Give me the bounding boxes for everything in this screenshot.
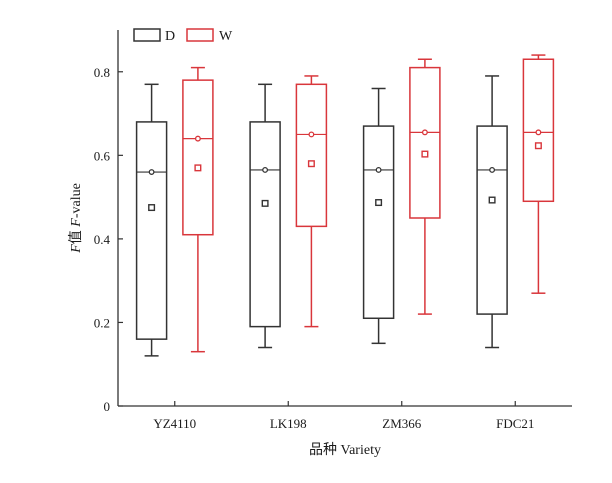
y-tick-label: 0	[104, 399, 111, 414]
box-rect	[295, 83, 328, 228]
mean-marker	[488, 196, 496, 204]
box-rect	[409, 66, 441, 219]
median-marker	[421, 129, 428, 136]
box-rect	[182, 79, 214, 236]
box-rect	[249, 121, 281, 328]
mean-marker	[307, 160, 315, 168]
axes	[117, 30, 572, 407]
x-ticks: YZ4110 LK198 ZM366 FDC21	[153, 401, 534, 431]
median-marker	[308, 131, 315, 138]
median-marker	[535, 129, 542, 136]
mean-marker	[261, 199, 269, 207]
box-rect	[135, 121, 168, 340]
x-tick-label: ZM366	[382, 416, 422, 431]
y-tick-label: 0.2	[94, 315, 110, 330]
legend-swatch-w	[186, 28, 214, 42]
median-marker	[262, 167, 269, 173]
box-d	[476, 75, 508, 349]
box-d	[362, 87, 395, 345]
y-axis-label-italic: F	[69, 244, 84, 254]
box-w	[522, 54, 555, 294]
plot-area	[135, 54, 555, 357]
legend-swatch-d	[133, 28, 161, 42]
median-marker	[375, 167, 382, 173]
y-axis-label-rest: -value	[69, 183, 84, 218]
legend: D W	[133, 28, 233, 44]
median-marker	[194, 135, 201, 142]
y-axis-label: F值 F-value	[68, 183, 84, 254]
box-rect	[362, 125, 395, 320]
box-rect	[522, 58, 555, 203]
mean-marker	[148, 204, 156, 212]
legend-label-d: D	[165, 29, 175, 44]
y-tick-label: 0.6	[94, 148, 111, 163]
mean-marker	[534, 142, 542, 150]
y-axis-label-mid: 值	[68, 227, 84, 245]
mean-marker	[194, 164, 202, 172]
box-rect	[476, 125, 508, 315]
box-w	[182, 66, 214, 353]
box-d	[135, 83, 168, 357]
x-tick-label: LK198	[270, 416, 307, 431]
box-w	[295, 75, 328, 328]
y-tick-label: 0.8	[94, 65, 110, 80]
mean-marker	[421, 150, 429, 158]
median-marker	[489, 167, 496, 173]
box-d	[249, 83, 281, 349]
box-w	[409, 58, 441, 315]
y-axis-label-italic-2: F	[69, 218, 84, 228]
y-tick-label: 0.4	[94, 232, 111, 247]
median-marker	[148, 169, 155, 175]
x-axis-label: 品种 Variety	[309, 442, 381, 458]
x-tick-label: YZ4110	[153, 416, 196, 431]
mean-marker	[375, 199, 383, 207]
y-ticks: 0 0.2 0.4 0.6 0.8	[94, 65, 123, 414]
x-tick-label: FDC21	[496, 416, 534, 431]
legend-label-w: W	[219, 29, 233, 44]
